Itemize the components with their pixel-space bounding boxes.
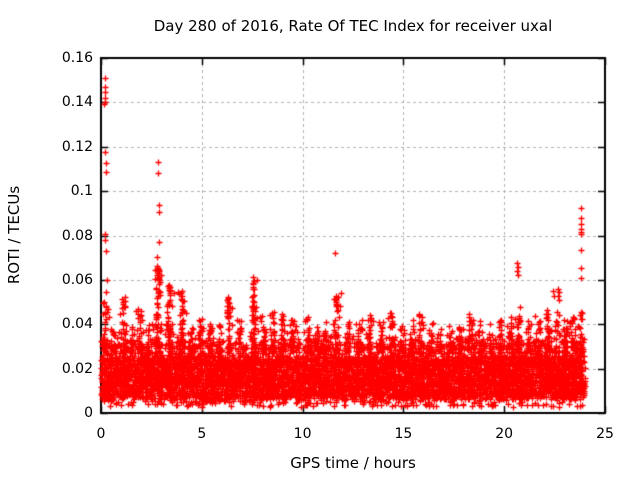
y-tick-label: 0.08 — [61, 227, 93, 244]
x-tick-label: 20 — [495, 426, 514, 442]
y-tick-label: 0.12 — [61, 138, 93, 155]
x-tick-label: 10 — [293, 426, 312, 442]
x-tick-label: 25 — [596, 426, 614, 442]
y-tick-label: 0.06 — [61, 271, 93, 288]
chart-title: Day 280 of 2016, Rate Of TEC Index for r… — [153, 17, 553, 35]
y-tick-label: 0.14 — [61, 94, 93, 111]
y-tick-label: 0.16 — [61, 50, 93, 66]
y-tick-label: 0.04 — [61, 316, 93, 333]
x-tick-label: 15 — [394, 426, 413, 442]
x-axis-label: GPS time / hours — [290, 454, 416, 472]
x-tick-label: 5 — [197, 426, 207, 442]
y-tick-label: 0 — [84, 405, 93, 421]
x-tick-label: 0 — [96, 426, 106, 442]
y-tick-label: 0.02 — [61, 360, 93, 377]
y-tick-label: 0.1 — [70, 183, 93, 200]
